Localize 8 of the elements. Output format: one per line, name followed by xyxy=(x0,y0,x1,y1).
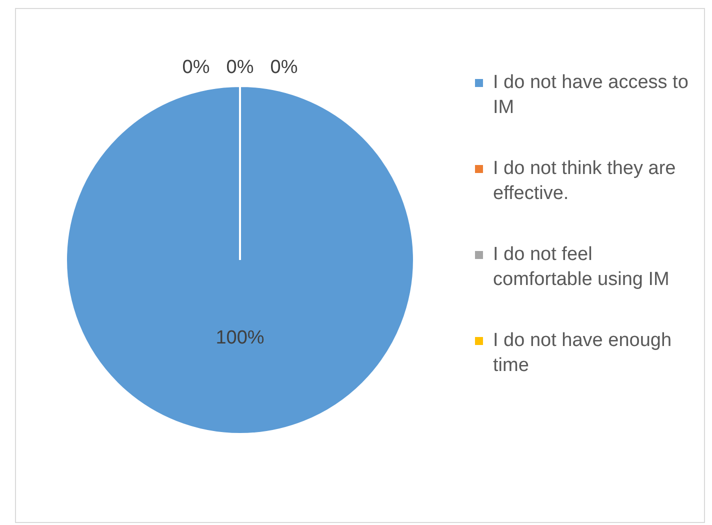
text: 0% xyxy=(182,57,210,78)
data-label: 100% xyxy=(216,328,264,349)
legend-label: I do not feel comfortable using IM xyxy=(493,243,670,292)
text: 0% xyxy=(270,57,298,78)
legend-label: I do not have enough time xyxy=(493,329,673,378)
legend-label: I do not think they are effective. xyxy=(493,157,677,206)
text: 0% xyxy=(226,57,254,78)
legend-label: I do not have access to IM xyxy=(493,71,690,120)
